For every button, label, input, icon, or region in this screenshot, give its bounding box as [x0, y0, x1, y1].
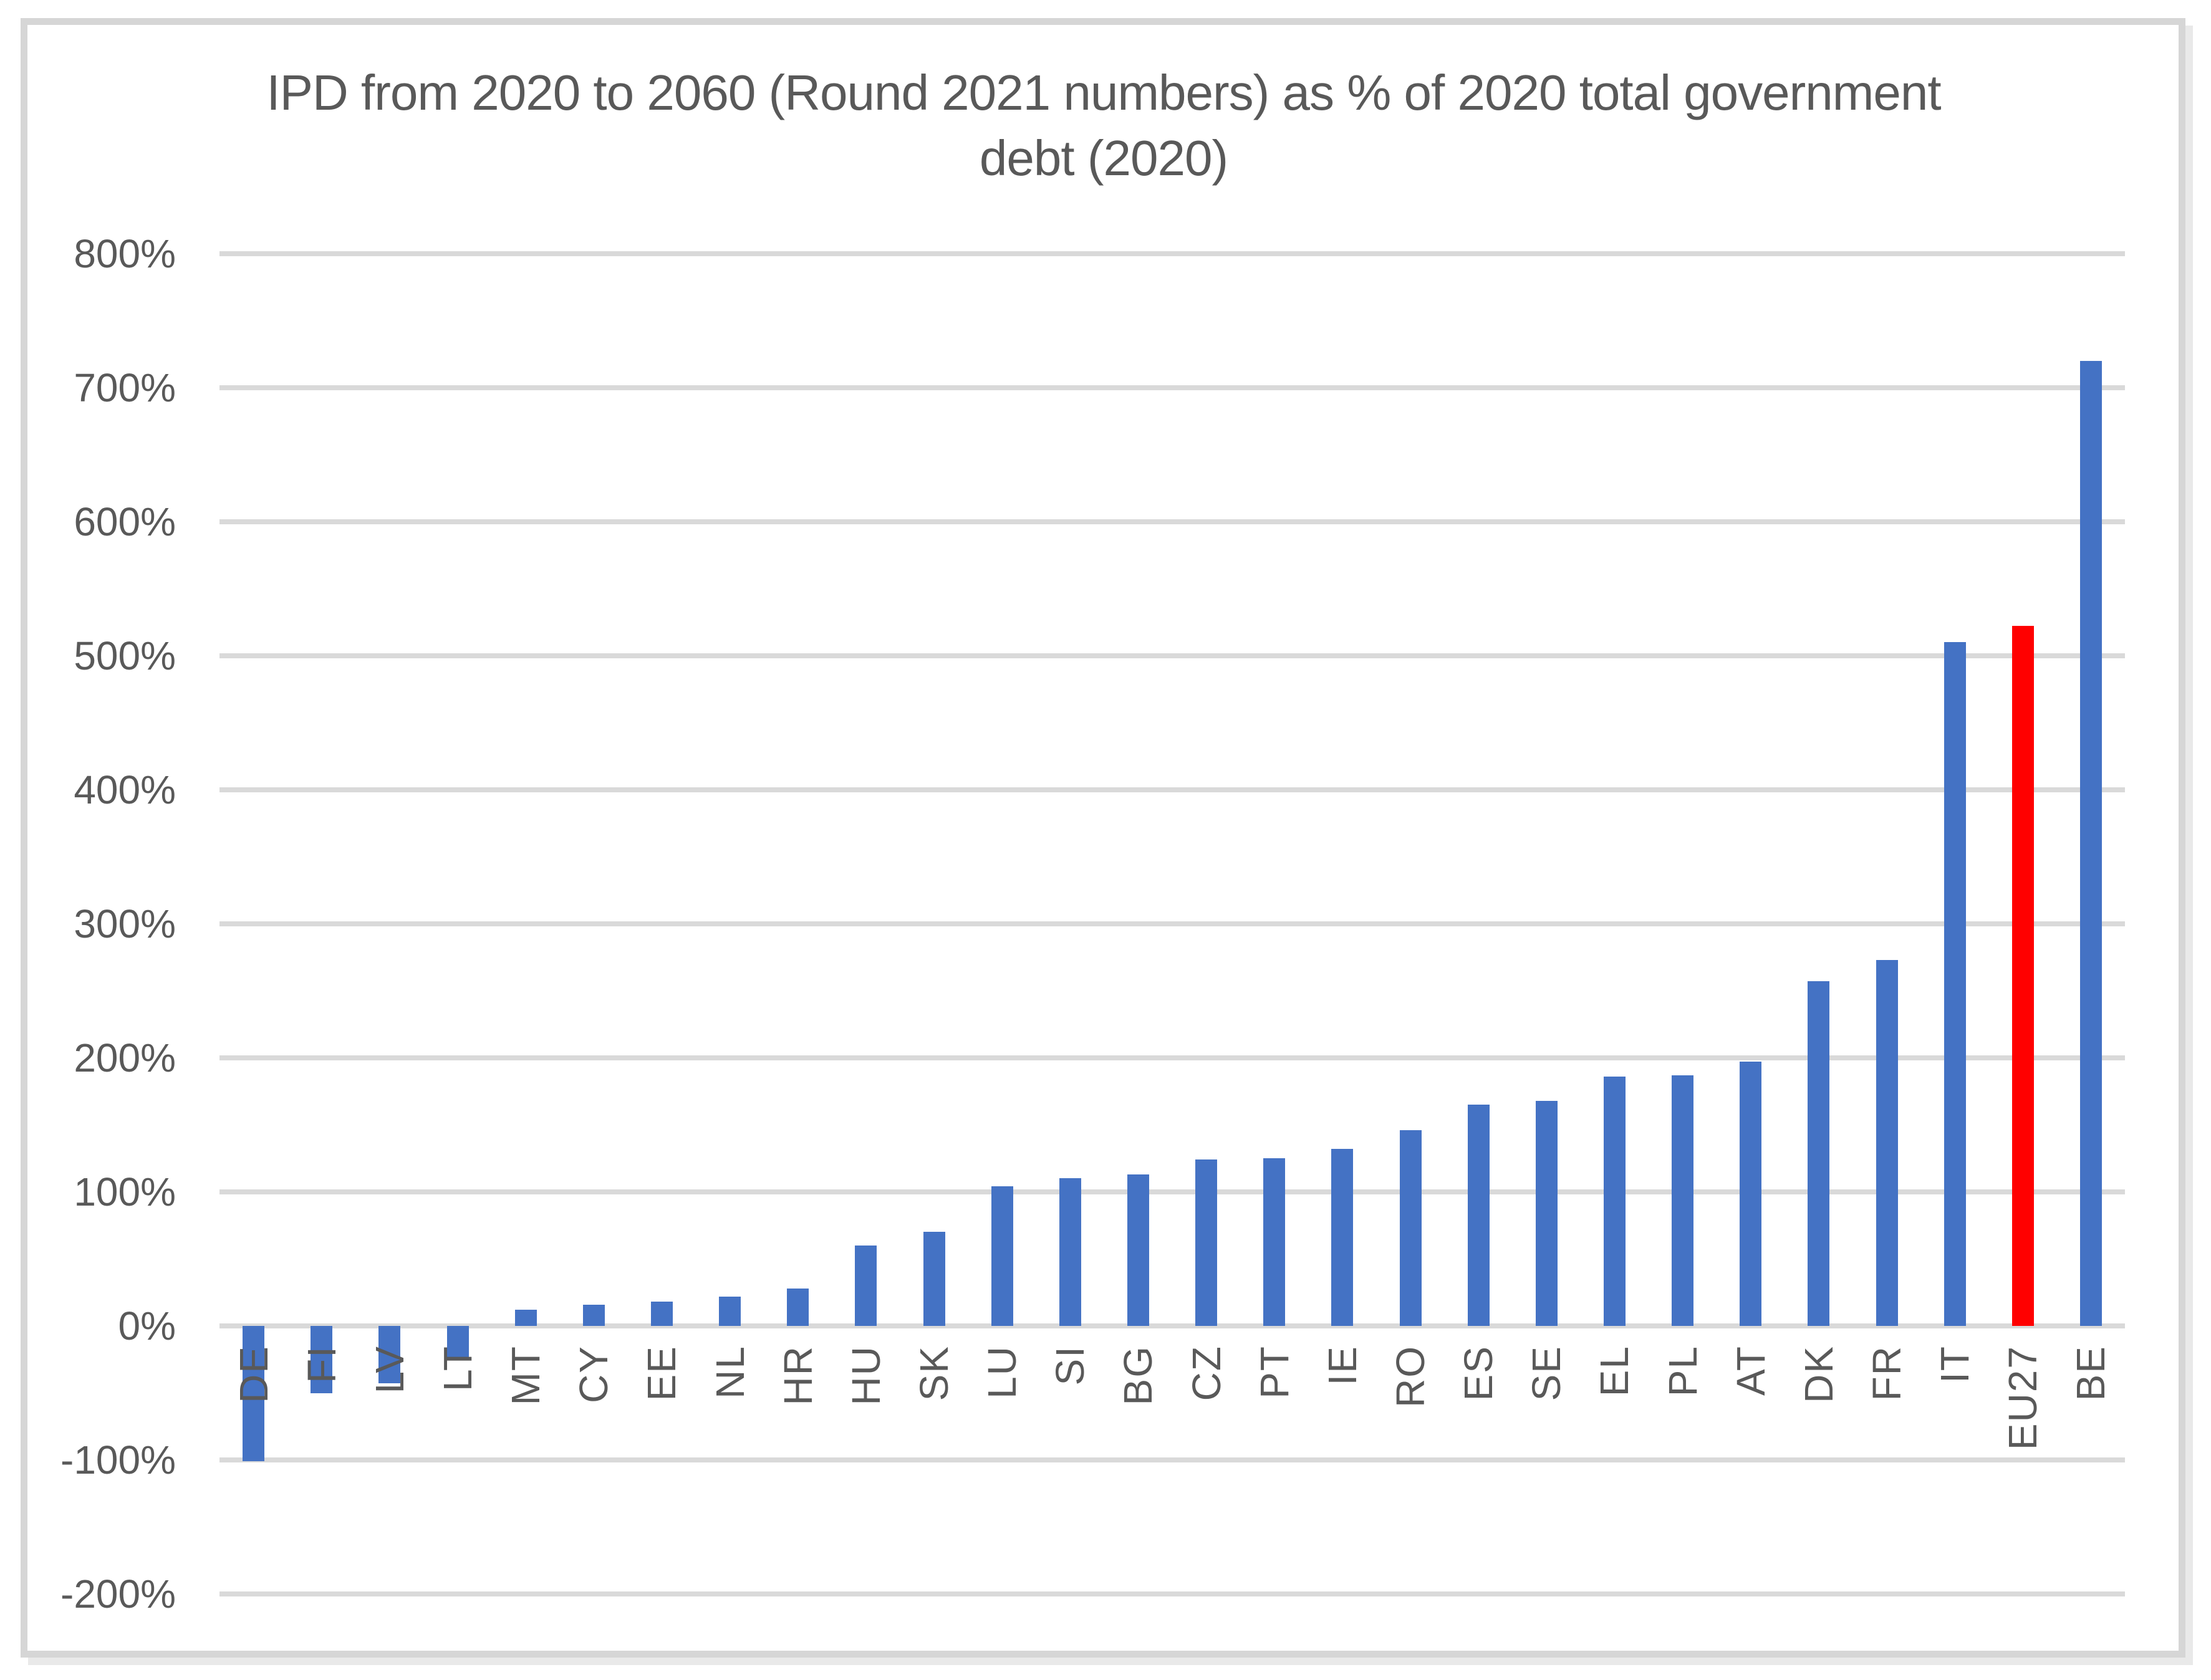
y-axis-tick-label-200%: 200%: [74, 1035, 176, 1080]
x-axis-label-PT: PT: [1251, 1345, 1297, 1399]
gridline-100%: [219, 1189, 2125, 1194]
gridline-0%: [219, 1323, 2125, 1328]
x-axis-label-SI: SI: [1048, 1345, 1093, 1386]
bar-LV: [378, 1326, 401, 1384]
x-axis-label-CY: CY: [571, 1345, 617, 1403]
chart-title: IPD from 2020 to 2060 (Round 2021 number…: [106, 60, 2101, 191]
gridline-800%: [219, 251, 2125, 256]
x-axis-label-SK: SK: [912, 1345, 956, 1401]
x-axis-label-DK: DK: [1796, 1345, 1841, 1403]
bar-EE: [650, 1302, 673, 1326]
x-axis-label-HR: HR: [775, 1345, 821, 1406]
y-axis-tick-label-0%: 0%: [118, 1303, 176, 1348]
chart-border-frame: [21, 18, 2185, 1658]
x-axis-label-NL: NL: [707, 1345, 753, 1399]
x-axis-label-EL: EL: [1592, 1345, 1637, 1397]
y-axis-tick-label--200%: -200%: [60, 1572, 176, 1617]
chart-title-line-1: IPD from 2020 to 2060 (Round 2021 number…: [266, 65, 1941, 120]
x-axis-label-LV: LV: [367, 1345, 412, 1394]
y-axis-tick-label-100%: 100%: [74, 1169, 176, 1214]
bar-HU: [855, 1245, 877, 1326]
bar-BE: [2079, 360, 2102, 1326]
bar-SK: [923, 1232, 945, 1326]
x-axis-label-FR: FR: [1864, 1345, 1909, 1401]
bar-AT: [1740, 1062, 1762, 1326]
bar-NL: [719, 1296, 741, 1326]
y-axis-tick-label-800%: 800%: [74, 231, 176, 276]
x-axis-label-AT: AT: [1728, 1345, 1773, 1396]
gridline-400%: [219, 787, 2125, 792]
bar-BG: [1127, 1174, 1149, 1326]
x-axis-label-DE: DE: [231, 1345, 276, 1403]
bar-SI: [1059, 1178, 1081, 1326]
x-axis-label-SE: SE: [1524, 1345, 1569, 1401]
x-axis-label-EE: EE: [639, 1345, 685, 1401]
bar-ES: [1467, 1105, 1490, 1326]
bar-DE: [243, 1326, 265, 1462]
bar-RO: [1399, 1130, 1422, 1326]
bar-IT: [1944, 642, 1966, 1326]
x-axis-label-BE: BE: [2068, 1345, 2114, 1401]
bar-MT: [514, 1310, 537, 1326]
x-axis-label-LT: LT: [435, 1345, 480, 1391]
x-axis-label-CZ: CZ: [1183, 1345, 1229, 1401]
bar-EL: [1603, 1077, 1626, 1326]
x-axis-label-PL: PL: [1660, 1345, 1705, 1397]
y-axis-tick-label-600%: 600%: [74, 499, 176, 544]
bar-FI: [311, 1326, 333, 1393]
gridline-500%: [219, 653, 2125, 658]
y-axis-tick-label--100%: -100%: [60, 1438, 176, 1483]
chart-title-line-2: debt (2020): [979, 130, 1228, 186]
x-axis-label-BG: BG: [1115, 1345, 1161, 1406]
bar-CZ: [1195, 1159, 1218, 1326]
gridline-600%: [219, 519, 2125, 524]
y-axis-tick-label-700%: 700%: [74, 365, 176, 410]
bar-PL: [1672, 1075, 1694, 1326]
x-axis-label-FI: FI: [299, 1345, 344, 1383]
gridline-200%: [219, 1055, 2125, 1060]
x-axis-label-LU: LU: [980, 1345, 1025, 1399]
bar-LU: [991, 1186, 1013, 1326]
y-axis-tick-label-300%: 300%: [74, 901, 176, 946]
x-axis-label-MT: MT: [503, 1345, 549, 1406]
bar-HR: [787, 1288, 809, 1326]
x-axis-label-RO: RO: [1388, 1345, 1433, 1408]
y-axis-tick-label-500%: 500%: [74, 633, 176, 678]
bar-PT: [1263, 1158, 1286, 1326]
x-axis-label-IT: IT: [1932, 1345, 1978, 1383]
x-axis-label-IE: IE: [1319, 1345, 1365, 1386]
gridline-700%: [219, 385, 2125, 390]
gridline--100%: [219, 1457, 2125, 1463]
bar-SE: [1535, 1100, 1558, 1326]
gridline-300%: [219, 921, 2125, 926]
bar-LT: [446, 1326, 469, 1358]
bar-DK: [1808, 981, 1830, 1326]
gridline--200%: [219, 1591, 2125, 1597]
x-axis-label-EU27: EU27: [2000, 1345, 2046, 1451]
x-axis-label-ES: ES: [1456, 1345, 1501, 1401]
bar-CY: [582, 1304, 605, 1326]
bar-EU27: [2011, 626, 2034, 1326]
bar-IE: [1331, 1149, 1354, 1326]
bar-FR: [1876, 959, 1898, 1326]
y-axis-tick-label-400%: 400%: [74, 767, 176, 812]
x-axis-label-HU: HU: [843, 1345, 889, 1406]
